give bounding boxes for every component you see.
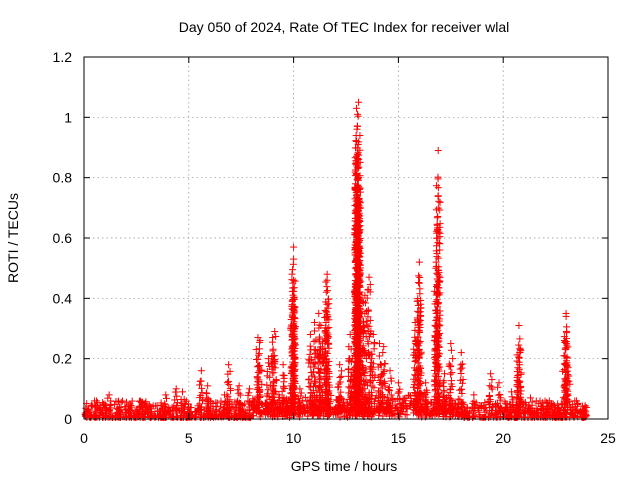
data-points-layer xyxy=(82,99,589,420)
data-point xyxy=(255,363,261,369)
data-point xyxy=(255,356,261,362)
data-point xyxy=(197,378,203,384)
chart-title: Day 050 of 2024, Rate Of TEC Index for r… xyxy=(179,19,509,35)
data-point xyxy=(236,383,242,389)
data-point xyxy=(256,351,262,357)
data-point xyxy=(270,346,276,352)
data-point xyxy=(173,386,179,392)
data-point xyxy=(253,346,259,352)
data-point xyxy=(203,390,209,396)
data-point xyxy=(273,333,279,339)
data-point xyxy=(247,386,253,392)
data-point xyxy=(108,398,114,404)
grid-layer xyxy=(84,57,608,419)
data-point xyxy=(280,362,286,368)
data-point xyxy=(272,329,278,335)
data-point xyxy=(163,392,169,398)
data-point xyxy=(281,373,287,379)
data-point xyxy=(174,400,180,406)
data-point xyxy=(279,388,285,394)
data-point xyxy=(205,383,211,389)
data-point xyxy=(226,362,232,368)
data-point xyxy=(105,395,111,401)
data-point xyxy=(256,362,262,368)
data-point xyxy=(172,389,178,395)
data-point xyxy=(198,368,204,374)
data-point xyxy=(270,335,276,341)
data-point xyxy=(225,378,231,384)
data-point xyxy=(180,389,186,395)
data-point xyxy=(106,392,112,398)
